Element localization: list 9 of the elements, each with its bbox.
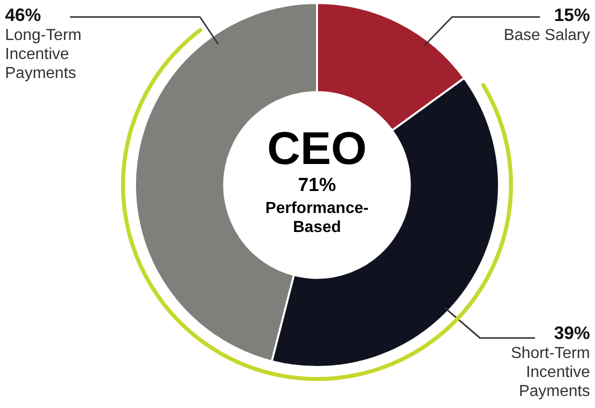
- data-label: 39%: [552, 322, 590, 344]
- slice-label: Base Salary: [502, 26, 590, 45]
- data-label: 46%: [5, 4, 42, 26]
- text: CEO: [266, 122, 368, 174]
- data-label: 15%: [552, 4, 590, 26]
- text: Performance-Based: [264, 199, 370, 237]
- text: 71%: [296, 174, 338, 198]
- slice-label: Short-Term Incentive Payments: [510, 344, 590, 401]
- slice-label: Long-Term Incentive Payments: [5, 26, 82, 83]
